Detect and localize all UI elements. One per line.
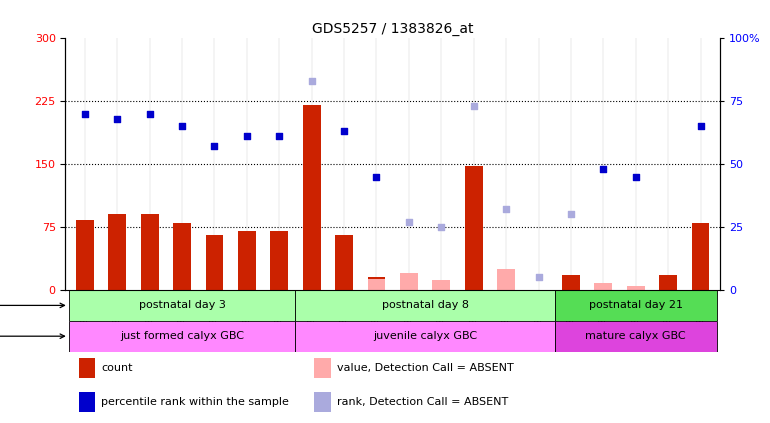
Text: percentile rank within the sample: percentile rank within the sample: [102, 397, 290, 407]
Text: rank, Detection Call = ABSENT: rank, Detection Call = ABSENT: [337, 397, 508, 407]
Point: [338, 128, 350, 135]
Text: mature calyx GBC: mature calyx GBC: [585, 331, 686, 341]
Point: [403, 219, 415, 225]
Point: [435, 224, 447, 231]
Bar: [69, 321, 296, 352]
Text: postnatal day 3: postnatal day 3: [139, 300, 226, 310]
Point: [306, 77, 318, 84]
Bar: [367, 279, 386, 290]
Bar: [562, 275, 580, 290]
Bar: [270, 231, 288, 290]
Bar: [367, 277, 386, 290]
Bar: [296, 321, 554, 352]
Bar: [691, 223, 709, 290]
Bar: [109, 214, 126, 290]
Point: [241, 133, 253, 140]
Bar: [497, 269, 515, 290]
Text: postnatal day 8: postnatal day 8: [382, 300, 469, 310]
Bar: [238, 231, 256, 290]
Bar: [627, 286, 644, 290]
Point: [111, 115, 123, 122]
Text: count: count: [102, 363, 133, 374]
Title: GDS5257 / 1383826_at: GDS5257 / 1383826_at: [312, 22, 474, 36]
Bar: [296, 290, 554, 321]
Bar: [79, 358, 95, 379]
Bar: [433, 280, 450, 290]
Point: [630, 173, 642, 180]
Point: [176, 123, 188, 129]
Text: just formed calyx GBC: just formed calyx GBC: [120, 331, 244, 341]
Point: [500, 206, 512, 213]
Bar: [65, 290, 720, 311]
Bar: [69, 290, 296, 321]
Point: [467, 103, 480, 110]
Bar: [554, 321, 717, 352]
Bar: [659, 275, 677, 290]
Bar: [76, 220, 94, 290]
Bar: [141, 214, 159, 290]
Bar: [554, 290, 717, 321]
Text: cell type: cell type: [0, 331, 65, 341]
Point: [143, 110, 156, 117]
Text: juvenile calyx GBC: juvenile calyx GBC: [373, 331, 477, 341]
Point: [370, 173, 383, 180]
Text: value, Detection Call = ABSENT: value, Detection Call = ABSENT: [337, 363, 514, 374]
Bar: [79, 392, 95, 412]
Bar: [314, 358, 330, 379]
Bar: [594, 283, 612, 290]
Point: [695, 123, 707, 129]
Bar: [173, 223, 191, 290]
Text: postnatal day 21: postnatal day 21: [589, 300, 683, 310]
Point: [79, 110, 91, 117]
Point: [598, 166, 610, 173]
Bar: [314, 392, 330, 412]
Point: [273, 133, 286, 140]
Bar: [303, 105, 320, 290]
Point: [209, 143, 221, 150]
Bar: [465, 166, 483, 290]
Text: development stage: development stage: [0, 300, 65, 310]
Bar: [335, 236, 353, 290]
Bar: [206, 236, 223, 290]
Point: [532, 274, 544, 281]
Bar: [400, 273, 418, 290]
Point: [564, 211, 577, 218]
